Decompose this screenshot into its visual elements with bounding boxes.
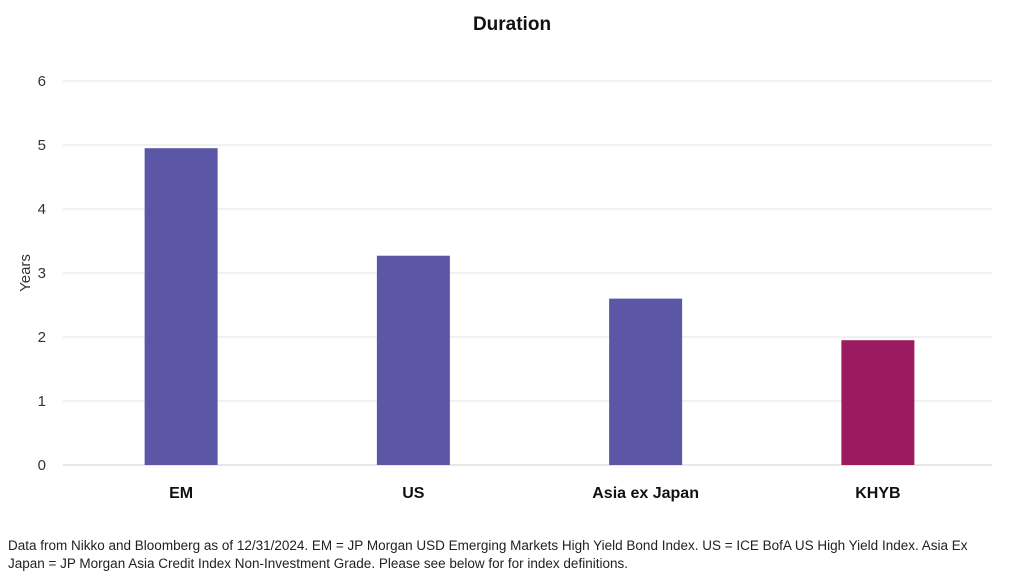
chart-footnote: Data from Nikko and Bloomberg as of 12/3…	[8, 538, 968, 571]
bar-asia-ex-japan	[609, 298, 683, 465]
y-axis-label: Years	[17, 254, 34, 292]
bar-khyb	[841, 340, 915, 465]
gridlines	[63, 80, 992, 466]
bars	[144, 148, 915, 465]
y-tick-label: 6	[38, 73, 46, 90]
duration-bar-chart: Duration Years 0 1 2 3 4 5 6 EM US Asia ex Japan…	[17, 14, 992, 502]
chart-title: Duration	[473, 14, 551, 35]
x-axis-categories: EM US Asia ex Japan KHYB	[169, 485, 900, 502]
y-tick-label: 5	[38, 137, 46, 154]
bar-us	[376, 255, 450, 465]
y-tick-label: 1	[38, 393, 46, 410]
x-category-label: KHYB	[855, 485, 900, 502]
y-axis-ticks: 0 1 2 3 4 5 6	[38, 73, 46, 474]
x-category-label: EM	[169, 485, 193, 502]
y-tick-label: 0	[38, 457, 46, 474]
x-category-label: Asia ex Japan	[592, 485, 699, 502]
y-tick-label: 3	[38, 265, 46, 282]
y-tick-label: 2	[38, 329, 46, 346]
x-category-label: US	[402, 485, 425, 502]
bar-em	[144, 148, 218, 465]
y-tick-label: 4	[38, 201, 46, 218]
